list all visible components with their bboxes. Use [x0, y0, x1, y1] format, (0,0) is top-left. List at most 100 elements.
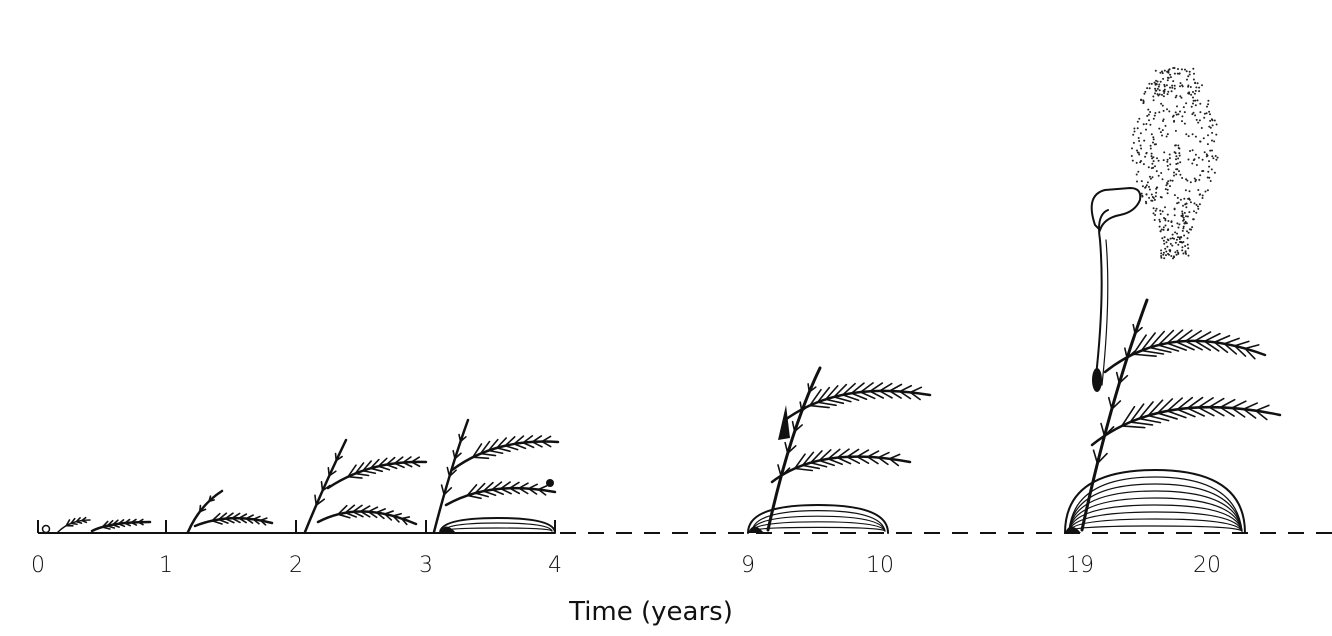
spore-dot [1208, 165, 1211, 168]
spore-dot [1211, 155, 1214, 158]
spore-dot [1149, 144, 1152, 147]
spore-dot [1178, 72, 1181, 75]
spore-dot [1166, 238, 1169, 241]
spore-dot [1196, 82, 1199, 85]
mound-layer [1068, 518, 1243, 532]
spore-dot [1198, 178, 1201, 181]
spore-dot [1164, 247, 1167, 250]
spore-dot [1159, 209, 1162, 212]
spore-dot [1206, 143, 1209, 146]
spore-dot [1157, 174, 1160, 177]
spore-dot [1175, 168, 1178, 171]
spore-dot [1162, 251, 1165, 254]
spore-dot [1193, 177, 1196, 180]
mound-layer [443, 522, 553, 532]
spore-dot [1167, 70, 1170, 73]
spore-dot [1142, 163, 1145, 166]
spore-dot [1173, 237, 1175, 240]
spore-dot [1201, 84, 1203, 87]
spore-dot [1187, 135, 1190, 138]
spore-dot [1156, 157, 1158, 160]
spore-dot [1174, 241, 1177, 244]
spore-dot [1160, 228, 1163, 231]
spore-dot [1162, 226, 1165, 229]
spore-dot [1153, 81, 1156, 84]
spore-dot [1145, 193, 1148, 196]
frond-stem [770, 455, 912, 484]
spore-dot [1142, 102, 1145, 105]
spore-dot [1163, 69, 1166, 72]
spore-dot [1133, 130, 1136, 133]
spore-dot [1140, 192, 1143, 195]
spore-dot [1198, 203, 1201, 206]
spore-dot [1161, 178, 1164, 181]
spore-dot [1203, 116, 1206, 119]
spore-dot [1143, 139, 1146, 142]
spore-dot [1187, 158, 1190, 161]
spore-dot [1201, 158, 1204, 161]
spore-dot [1174, 231, 1177, 234]
spore-dot [1177, 157, 1180, 160]
spore-dot [1208, 176, 1211, 179]
spore-dot [1190, 105, 1193, 108]
spore-dot [1154, 87, 1157, 90]
spore-dot [1161, 72, 1164, 75]
spore-dot [1159, 230, 1162, 233]
spore-dot [1187, 92, 1190, 95]
spore-dot [1175, 253, 1178, 256]
spore-dot [1138, 117, 1141, 120]
spore-dot [1146, 115, 1149, 117]
tick-label: 3 [419, 553, 433, 578]
spore-dot [1179, 173, 1182, 176]
spore-dot [1147, 166, 1150, 169]
spore-dot [1186, 179, 1189, 182]
frond-barbs [347, 456, 421, 479]
spore-dot [1164, 217, 1167, 220]
spore-dot [1158, 218, 1161, 221]
spore-dot [1176, 196, 1179, 199]
spore-dot [1188, 197, 1191, 200]
spore-dot [1166, 76, 1169, 79]
spore-dot [1158, 111, 1161, 114]
spore-dot [1173, 84, 1176, 87]
spore-dot [1175, 155, 1178, 158]
spore-dot [1182, 225, 1185, 228]
spore-dot [1208, 125, 1211, 128]
spore-dot [1173, 171, 1175, 174]
spore-dot [1172, 80, 1175, 83]
mound-layer [1068, 497, 1243, 532]
spore-dot [1173, 214, 1176, 217]
spore-dot [1160, 196, 1163, 199]
spore-dot [1169, 179, 1172, 182]
spore-dot [1190, 93, 1193, 96]
spore-dot [1163, 257, 1166, 260]
spore-dot [1167, 252, 1169, 255]
spore-dot [1186, 230, 1188, 233]
spore-dot [1166, 245, 1169, 248]
spore-dot [1150, 155, 1153, 158]
spore-dot [1188, 190, 1191, 193]
spore-dot [1142, 123, 1145, 126]
spore-dot [1199, 102, 1202, 105]
spore-dot [1162, 253, 1165, 256]
spore-dot [1181, 246, 1184, 249]
spore-dot [1207, 99, 1210, 102]
spore-dot [1169, 237, 1172, 240]
spore-dot [1155, 191, 1158, 194]
spore-dot [1150, 167, 1153, 170]
spore-dot [1215, 123, 1218, 126]
spore-dot [1177, 68, 1179, 70]
frond-stem [766, 366, 822, 532]
spore-dot [1143, 92, 1146, 95]
frond-stem [326, 460, 428, 490]
spore-dot [1183, 211, 1186, 214]
spore-dot [1186, 237, 1189, 240]
spore-dot [1160, 252, 1163, 255]
spore-dot [1174, 96, 1177, 99]
spore-dot [1135, 161, 1138, 164]
spore-dot [1155, 89, 1158, 92]
spore-dot [1176, 105, 1178, 108]
foot [1092, 368, 1102, 392]
spore-dot [1144, 186, 1147, 188]
spore-dot [1202, 137, 1205, 140]
